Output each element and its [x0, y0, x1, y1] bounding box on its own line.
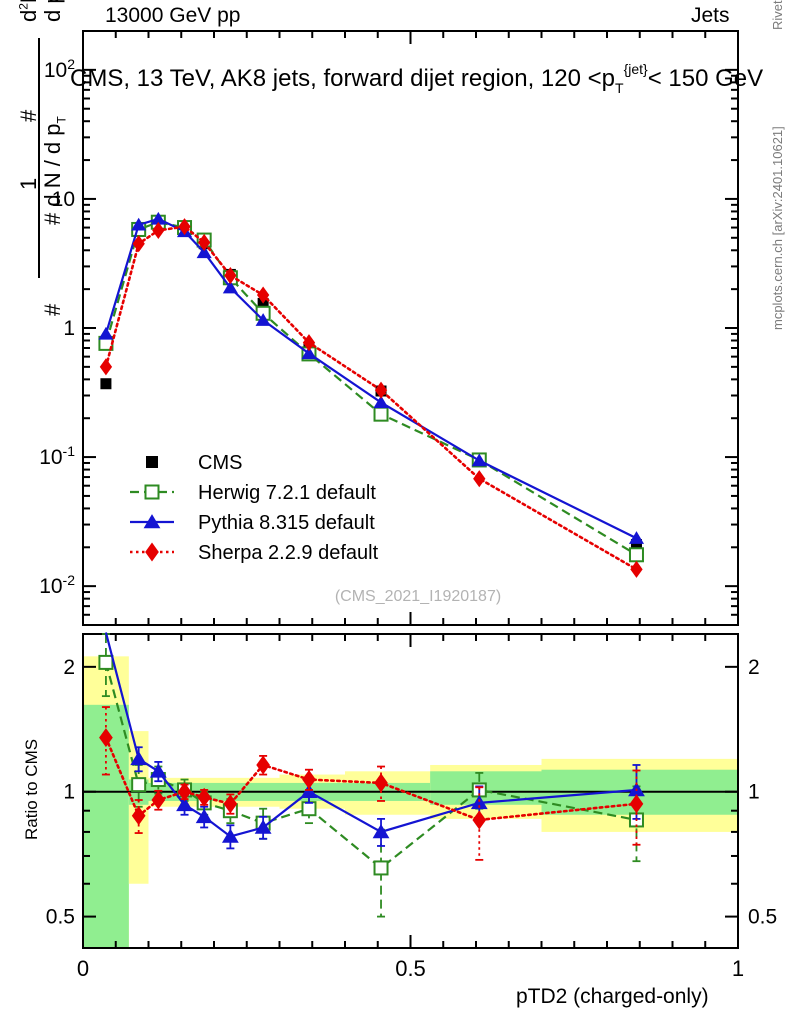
data-point-marker: [131, 217, 147, 231]
legend-label: Herwig 7.2.1 default: [198, 482, 376, 504]
data-point-marker: [130, 750, 148, 766]
legend-label: Sherpa 2.2.9 default: [198, 542, 379, 564]
data-point-marker: [195, 808, 213, 824]
data-point-marker: [256, 286, 270, 304]
data-point-marker: [178, 218, 191, 236]
legend: CMS Herwig 7.2.1 default Pythia 8.315 defa…: [130, 452, 379, 564]
ratio-y-tick-label: 0.5: [46, 906, 75, 929]
data-point-marker: [99, 728, 113, 748]
main-panel-frame: [82, 30, 739, 626]
data-point-marker: [628, 531, 645, 544]
ratio-x-ticks: [82, 634, 739, 948]
analysis-watermark: (CMS_2021_I1920187): [335, 588, 501, 605]
data-point-marker: [302, 334, 316, 352]
data-point-marker: [198, 233, 211, 252]
y-tick-label: 1: [63, 317, 75, 340]
data-point-marker: [256, 755, 270, 775]
data-point-marker: [98, 654, 114, 670]
data-point-marker: [149, 763, 167, 778]
data-point-marker: [131, 806, 146, 826]
y-axis-label: d pT d λ d2N # d N / d pT 1 # #: [0, 0, 70, 330]
data-point-marker: [301, 346, 317, 360]
data-point-marker: [145, 542, 159, 562]
data-point-marker: [146, 456, 158, 468]
data-point-marker: [99, 358, 113, 376]
main-x-ticks: [82, 31, 739, 625]
data-point-marker: [374, 773, 388, 793]
data-point-marker: [374, 381, 388, 399]
y-tick-label: 10: [52, 188, 75, 211]
y-tick-label: 102: [44, 56, 75, 82]
ratio-y-ticks: [83, 665, 738, 918]
series-sherpa: [99, 218, 643, 578]
series-pythia: [98, 211, 645, 544]
x-tick-label: 1: [732, 956, 744, 981]
legend-label: Pythia 8.315 default: [198, 512, 375, 534]
data-point-marker: [302, 770, 316, 790]
data-point-marker: [196, 245, 212, 259]
main-y-ticks: [83, 30, 738, 626]
data-point-marker: [151, 790, 166, 810]
data-point-marker: [131, 777, 147, 793]
header-left: 13000 GeV pp: [105, 4, 241, 27]
data-point-marker: [629, 794, 644, 814]
data-point-marker: [301, 801, 317, 817]
data-point-marker: [472, 810, 487, 830]
data-point-marker: [473, 470, 486, 488]
data-point-marker: [372, 824, 390, 839]
series-herwig: [98, 214, 644, 563]
x-axis-label: pTD2 (charged-only): [516, 985, 709, 1008]
data-point-marker: [373, 860, 389, 876]
data-point-marker: [224, 266, 237, 285]
data-point-marker: [150, 211, 166, 225]
data-point-marker: [176, 796, 193, 812]
ratio-uncertainty-bands: [83, 656, 738, 948]
ratio-y-tick-label: 2: [63, 656, 75, 679]
ratio-y-tick-label-right: 1: [748, 781, 760, 804]
data-point-marker: [373, 395, 389, 409]
data-point-marker: [143, 514, 161, 529]
series-line: [104, 221, 638, 556]
data-point-marker: [98, 326, 114, 340]
data-point-marker: [144, 484, 160, 500]
x-tick-label: 0.5: [395, 956, 426, 981]
data-point-marker: [630, 560, 643, 578]
data-point-marker: [470, 794, 488, 810]
plot-title: CMS, 13 TeV, AK8 jets, forward dijet reg…: [70, 61, 763, 96]
ratio-y-tick-label: 1: [63, 781, 75, 804]
data-point-marker: [132, 235, 145, 253]
y-tick-label: 10-2: [39, 572, 75, 598]
y-tick-label: 10-1: [39, 443, 75, 469]
legend-label: CMS: [198, 452, 242, 474]
data-point-marker: [223, 794, 238, 814]
data-point-marker: [300, 783, 318, 799]
data-point-marker: [373, 406, 389, 422]
data-point-marker: [630, 539, 642, 551]
ratio-y-tick-label-right: 2: [748, 656, 760, 679]
data-point-marker: [255, 313, 271, 326]
ratio-series-sherpa: [99, 706, 644, 861]
data-point-marker: [221, 828, 239, 843]
data-point-marker: [177, 782, 192, 802]
data-point-marker: [197, 787, 212, 807]
data-point-marker: [100, 378, 112, 390]
data-point-marker: [254, 819, 272, 834]
data-point-marker: [628, 547, 644, 563]
ratio-y-tick-label-right: 0.5: [748, 906, 777, 929]
data-point-marker: [222, 280, 238, 294]
x-tick-label: 0: [77, 956, 89, 981]
data-point-marker: [152, 221, 165, 239]
header-right: Jets: [691, 4, 730, 27]
data-point-marker: [471, 453, 487, 467]
